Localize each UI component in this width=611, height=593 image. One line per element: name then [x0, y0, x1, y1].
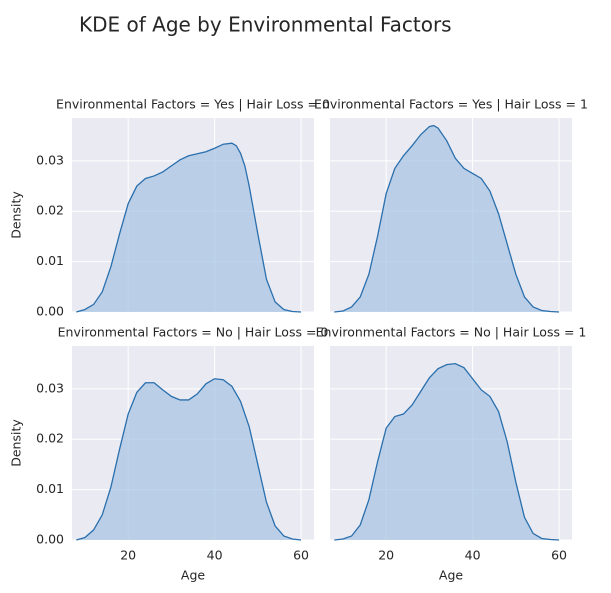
y-axis-label: Density	[9, 191, 24, 239]
facet-panel-3: Environmental Factors = No | Hair Loss =…	[9, 325, 329, 583]
x-tick-label: 40	[207, 548, 223, 563]
x-tick-label: 60	[293, 548, 309, 563]
kde-density-line	[76, 378, 302, 541]
x-tick-label: 40	[465, 548, 481, 563]
y-tick-label: 0.03	[36, 380, 64, 395]
facet-title: Environmental Factors = Yes | Hair Loss …	[314, 97, 588, 112]
kde-density-line	[334, 362, 560, 541]
x-tick-label: 60	[551, 548, 567, 563]
kde-density-line	[76, 142, 302, 313]
y-tick-label: 0.02	[36, 431, 64, 446]
facet-panel-4: Environmental Factors = No | Hair Loss =…	[316, 325, 587, 583]
y-tick-label: 0.01	[36, 481, 64, 496]
kde-fill-area	[334, 363, 560, 540]
figure-title: KDE of Age by Environmental Factors	[79, 13, 452, 37]
x-axis-label: Age	[439, 568, 463, 583]
kde-fill-area	[334, 125, 560, 312]
x-axis-label: Age	[181, 568, 205, 583]
facet-grid: Environmental Factors = Yes | Hair Loss …	[9, 97, 588, 583]
y-tick-label: 0.02	[36, 203, 64, 218]
facet-title: Environmental Factors = Yes | Hair Loss …	[56, 97, 330, 112]
kde-density-line	[334, 124, 560, 313]
facet-panel-2: Environmental Factors = Yes | Hair Loss …	[314, 97, 588, 313]
facet-panel-1: Environmental Factors = Yes | Hair Loss …	[9, 97, 330, 319]
facet-title: Environmental Factors = No | Hair Loss =…	[58, 325, 329, 340]
y-axis-label: Density	[9, 419, 24, 467]
y-tick-label: 0.00	[36, 532, 64, 547]
y-tick-label: 0.01	[36, 253, 64, 268]
x-tick-label: 20	[378, 548, 394, 563]
y-tick-label: 0.00	[36, 304, 64, 319]
kde-fill-area	[76, 143, 302, 312]
kde-fill-area	[76, 378, 302, 540]
x-tick-label: 20	[120, 548, 136, 563]
y-tick-label: 0.03	[36, 152, 64, 167]
facet-title: Environmental Factors = No | Hair Loss =…	[316, 325, 587, 340]
